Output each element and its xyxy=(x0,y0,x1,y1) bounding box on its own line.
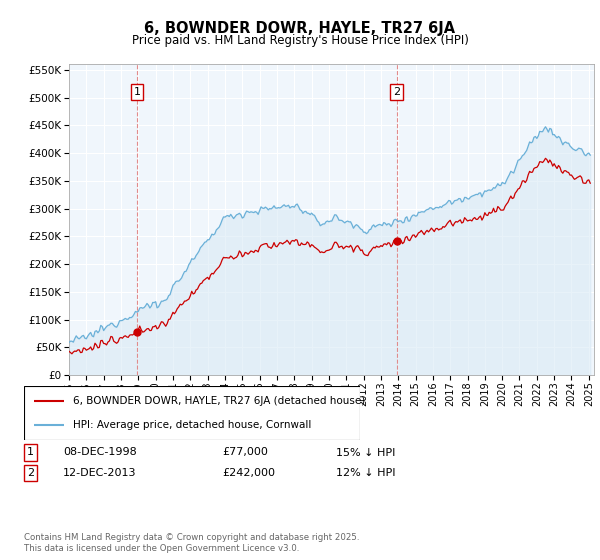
Text: 15% ↓ HPI: 15% ↓ HPI xyxy=(336,447,395,458)
Text: 08-DEC-1998: 08-DEC-1998 xyxy=(63,447,137,458)
Text: 2: 2 xyxy=(27,468,34,478)
Text: Price paid vs. HM Land Registry's House Price Index (HPI): Price paid vs. HM Land Registry's House … xyxy=(131,34,469,46)
Text: 1: 1 xyxy=(133,87,140,97)
Text: £77,000: £77,000 xyxy=(222,447,268,458)
Text: 12-DEC-2013: 12-DEC-2013 xyxy=(63,468,137,478)
Text: 2: 2 xyxy=(393,87,400,97)
Text: 6, BOWNDER DOWR, HAYLE, TR27 6JA (detached house): 6, BOWNDER DOWR, HAYLE, TR27 6JA (detach… xyxy=(73,396,365,406)
Text: 12% ↓ HPI: 12% ↓ HPI xyxy=(336,468,395,478)
Text: 1: 1 xyxy=(27,447,34,458)
Text: Contains HM Land Registry data © Crown copyright and database right 2025.
This d: Contains HM Land Registry data © Crown c… xyxy=(24,533,359,553)
Text: 6, BOWNDER DOWR, HAYLE, TR27 6JA: 6, BOWNDER DOWR, HAYLE, TR27 6JA xyxy=(145,21,455,36)
Text: HPI: Average price, detached house, Cornwall: HPI: Average price, detached house, Corn… xyxy=(73,420,311,430)
Text: £242,000: £242,000 xyxy=(222,468,275,478)
